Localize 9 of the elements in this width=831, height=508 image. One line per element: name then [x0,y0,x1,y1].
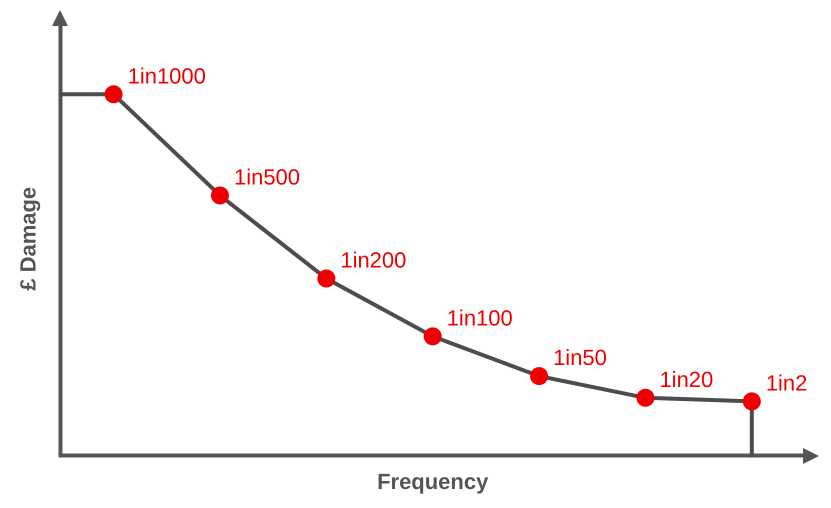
text: 1in1000 [128,63,206,88]
y-axis-title: £ Damage [15,186,40,291]
annotation: 1in500 [234,164,300,190]
annotation: 1in2 [766,370,808,396]
annotation: 1in100 [446,305,513,330]
annotation: 1in200 [340,248,406,273]
annotation: 1in20 [659,366,714,392]
annotation: 1in50 [553,345,607,370]
x-axis-title: Frequency [377,468,490,494]
